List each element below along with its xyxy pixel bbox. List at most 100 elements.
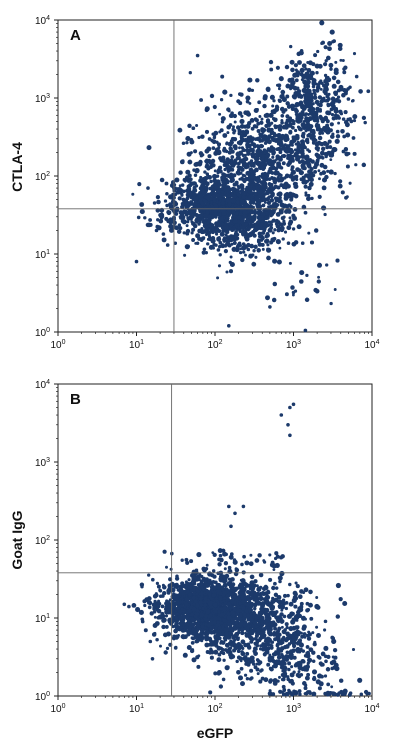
- event-dot: [218, 253, 222, 257]
- event-dot: [326, 682, 331, 687]
- event-dot: [250, 152, 255, 157]
- event-dot: [316, 633, 321, 638]
- event-dot: [300, 171, 304, 175]
- event-dot: [330, 685, 334, 689]
- event-dot: [239, 659, 243, 663]
- event-dot: [259, 585, 263, 590]
- event-dot: [329, 29, 335, 35]
- event-dot: [291, 402, 296, 407]
- event-dot: [136, 215, 141, 220]
- event-dot: [250, 224, 255, 229]
- event-dot: [290, 169, 297, 175]
- event-dot: [232, 199, 236, 203]
- event-dot: [174, 177, 180, 183]
- event-dot: [329, 152, 335, 158]
- event-dot: [266, 590, 271, 595]
- event-dot: [236, 649, 241, 654]
- event-dot: [313, 92, 317, 97]
- event-dot: [203, 175, 209, 181]
- event-dot: [282, 182, 288, 188]
- event-dot: [185, 560, 190, 565]
- event-dot: [257, 100, 262, 105]
- event-dot: [217, 562, 222, 567]
- event-dot: [192, 629, 198, 635]
- event-dot: [226, 611, 231, 616]
- event-dot: [297, 662, 303, 668]
- event-dot: [325, 263, 329, 267]
- event-dot: [159, 644, 162, 648]
- event-dot: [258, 596, 264, 602]
- event-dot: [296, 140, 300, 145]
- x-tick-label: 101: [129, 339, 144, 351]
- event-dot: [324, 76, 329, 81]
- event-dot: [157, 614, 163, 620]
- event-dot: [254, 137, 258, 142]
- event-dot: [221, 172, 226, 177]
- event-dot: [217, 609, 221, 614]
- event-dot: [209, 93, 215, 99]
- event-dot: [247, 144, 252, 149]
- event-dot: [248, 204, 252, 209]
- event-dot: [231, 635, 236, 640]
- event-dot: [241, 191, 247, 197]
- event-dot: [312, 642, 317, 647]
- event-dot: [191, 595, 196, 600]
- event-dot: [295, 114, 300, 119]
- event-dot: [187, 578, 191, 582]
- event-dot: [274, 562, 280, 568]
- event-dot: [316, 262, 323, 268]
- event-dot: [204, 159, 209, 164]
- event-dot: [294, 78, 299, 83]
- event-dot: [178, 226, 183, 231]
- event-dot: [292, 207, 298, 212]
- event-dot: [316, 49, 320, 54]
- event-dot: [260, 162, 265, 166]
- event-dot: [195, 592, 199, 596]
- event-dot: [237, 643, 242, 647]
- event-dot: [306, 608, 311, 612]
- event-dot: [163, 199, 168, 203]
- event-dot: [212, 602, 218, 608]
- event-dot: [311, 80, 316, 85]
- event-dot: [317, 135, 323, 141]
- event-dot: [262, 179, 267, 184]
- event-dot: [271, 155, 275, 159]
- event-dot: [219, 216, 224, 222]
- event-dot: [235, 200, 240, 205]
- event-dot: [323, 628, 327, 632]
- event-dot: [290, 665, 294, 669]
- event-dot: [337, 121, 341, 125]
- event-dot: [322, 141, 328, 146]
- event-dot: [156, 584, 161, 589]
- event-dot: [199, 591, 204, 596]
- event-dot: [297, 125, 301, 129]
- event-dot: [256, 121, 261, 126]
- event-dot: [211, 132, 215, 136]
- event-dot: [352, 119, 357, 123]
- event-dot: [207, 643, 211, 647]
- event-dot: [352, 114, 358, 120]
- event-dot: [219, 231, 225, 237]
- event-dot: [273, 581, 277, 586]
- event-dot: [223, 627, 227, 631]
- event-dot: [323, 619, 328, 624]
- event-dot: [218, 636, 222, 640]
- event-dot: [266, 191, 270, 195]
- event-dot: [281, 641, 285, 645]
- event-dot: [261, 136, 266, 141]
- event-dot: [236, 655, 242, 660]
- event-dot: [298, 279, 304, 284]
- event-dot: [306, 196, 311, 202]
- event-dot: [160, 594, 165, 598]
- event-dot: [273, 228, 277, 232]
- event-dot: [220, 74, 225, 79]
- event-dot: [312, 691, 316, 696]
- event-dot: [299, 604, 304, 609]
- event-dot: [249, 668, 254, 673]
- event-dot: [351, 136, 356, 140]
- event-dot: [305, 100, 310, 106]
- event-dot: [288, 433, 292, 438]
- event-dot: [245, 99, 250, 104]
- event-dot: [297, 594, 303, 600]
- event-dot: [300, 241, 305, 245]
